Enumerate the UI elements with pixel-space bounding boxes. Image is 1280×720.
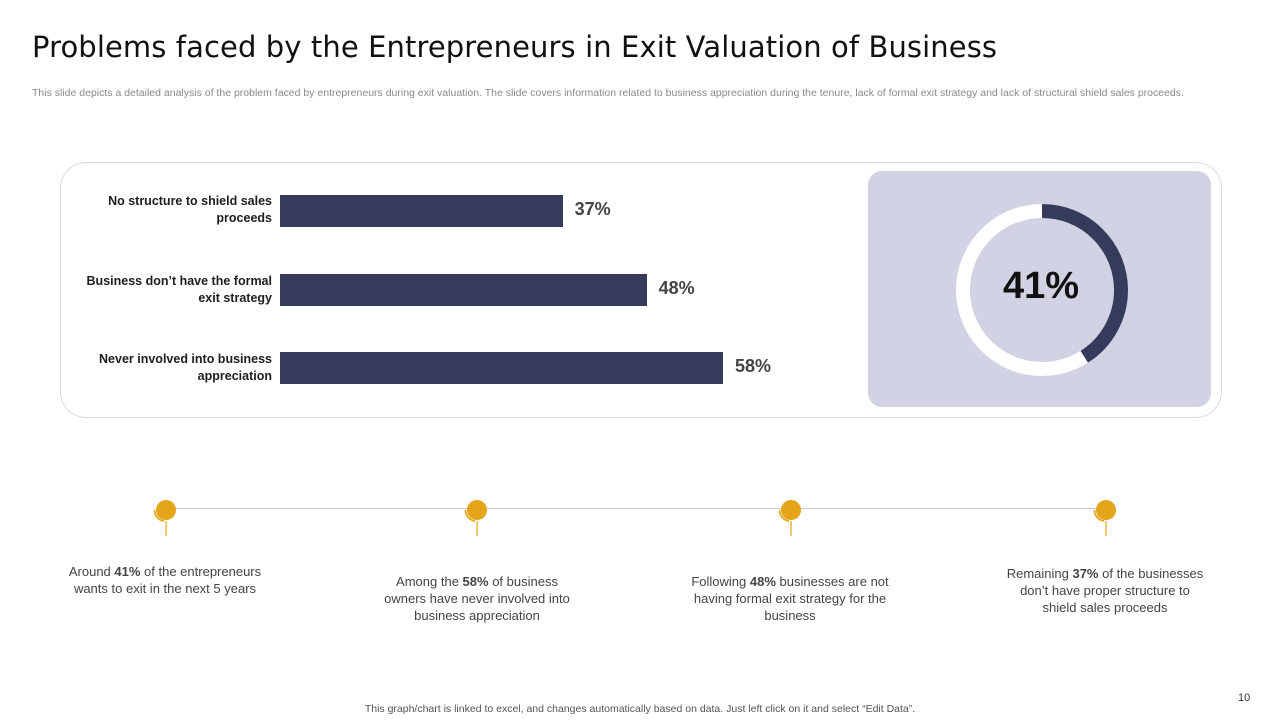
milestone-marker-1 [153,500,176,536]
milestone-marker-4 [1093,500,1116,536]
bar-exit-strategy [280,274,647,306]
milestone-text-1: Around 41% of the entrepreneurs wants to… [68,564,262,596]
bar-shield-sales [280,195,563,227]
page-number: 10 [1238,692,1251,704]
milestone-text-3: Following 48% businesses are not having … [691,574,889,623]
donut-value: 41% [1002,265,1080,307]
bar-label-business-appreciation: Never involved into business appreciatio… [99,352,272,383]
milestone-text-2: Among the 58% of business owners have ne… [384,574,570,623]
slide-subtitle: This slide depicts a detailed analysis o… [32,87,1184,99]
timeline-line [165,508,1105,509]
bar-value-exit-strategy: 48% [658,278,695,298]
slide-title: Problems faced by the Entrepreneurs in E… [32,30,998,64]
bar-value-business-appreciation: 58% [735,356,772,376]
bar-label-shield-sales: No structure to shield sales proceeds [108,194,272,225]
bar-value-shield-sales: 37% [574,199,611,219]
donut-chart [956,204,1128,376]
milestone-marker-2 [464,500,487,536]
bar-label-exit-strategy: Business don’t have the formal exit stra… [86,274,272,305]
milestone-marker-3 [778,500,801,536]
milestone-text-4: Remaining 37% of the businesses don’t ha… [1006,566,1204,615]
donut-arc [956,204,1128,376]
bar-business-appreciation [280,352,723,384]
footer-note: This graph/chart is linked to excel, and… [364,703,916,715]
